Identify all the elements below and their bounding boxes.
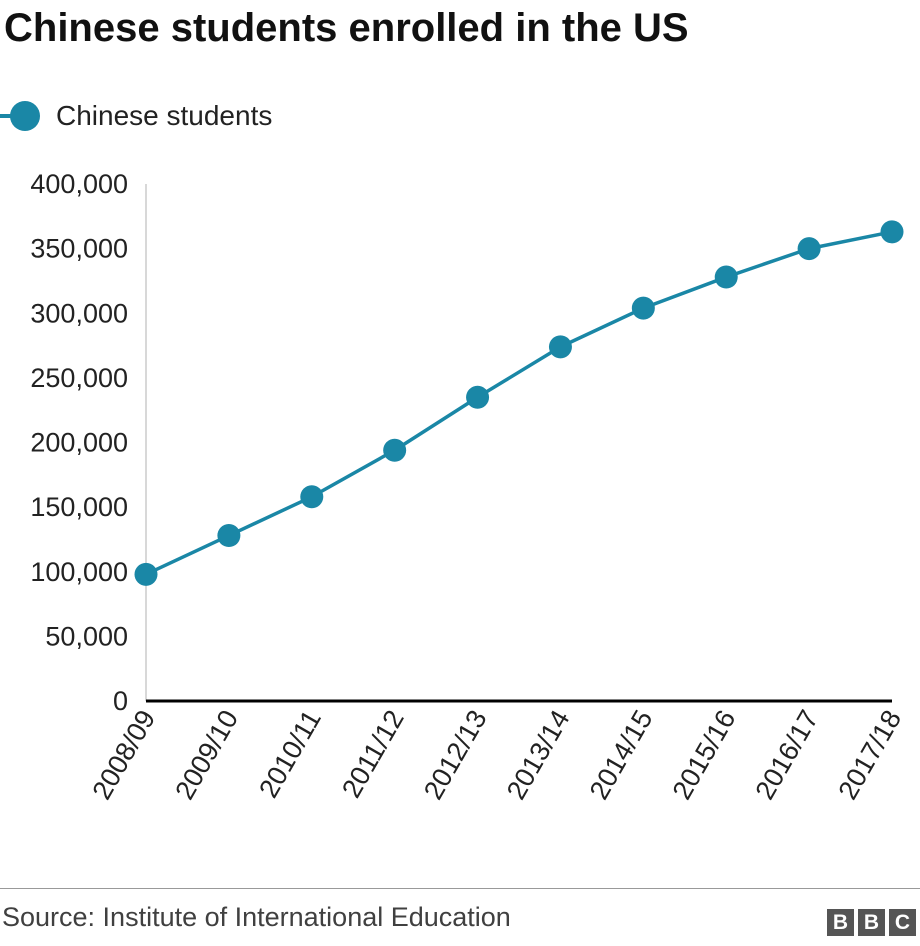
footer-divider — [0, 888, 920, 889]
x-tick-label: 2009/10 — [169, 705, 244, 805]
x-tick-label: 2008/09 — [86, 705, 161, 805]
x-tick-label: 2012/13 — [418, 705, 493, 805]
y-tick-label: 150,000 — [30, 492, 128, 522]
y-tick-label: 250,000 — [30, 363, 128, 393]
legend-label: Chinese students — [56, 100, 273, 131]
x-tick-label: 2016/17 — [750, 705, 825, 805]
data-point — [548, 335, 572, 359]
bbc-logo-letter: B — [827, 909, 854, 936]
legend-marker — [0, 96, 40, 136]
source-note: Source: Institute of International Educa… — [2, 902, 511, 932]
chart-title: Chinese students enrolled in the US — [4, 6, 689, 50]
bbc-logo-letter: B — [858, 909, 885, 936]
data-point — [714, 265, 738, 289]
data-point — [217, 524, 241, 548]
y-tick-label: 50,000 — [45, 621, 128, 651]
line-chart: 0 50,000 100,000 150,000 200,000 250,000 300,0… — [30, 169, 907, 805]
data-point — [466, 385, 490, 409]
x-tick-label: 2013/14 — [501, 705, 576, 805]
x-tick-label: 2010/11 — [253, 705, 327, 803]
y-tick-label: 100,000 — [30, 557, 128, 587]
y-tick-label: 400,000 — [30, 169, 128, 199]
x-tick-label: 2017/18 — [832, 705, 907, 805]
data-point — [797, 237, 821, 261]
legend-dot — [10, 101, 40, 131]
y-tick-label: 350,000 — [30, 234, 128, 264]
x-tick-label: 2011/12 — [336, 705, 410, 803]
y-tick-label: 300,000 — [30, 298, 128, 328]
data-point — [880, 220, 904, 244]
data-point — [631, 296, 655, 320]
bbc-logo-letter: C — [889, 909, 916, 936]
data-point — [300, 485, 324, 509]
data-point — [134, 562, 158, 586]
y-tick-label: 200,000 — [30, 428, 128, 458]
x-tick-label: 2015/16 — [667, 705, 742, 805]
bbc-logo: B B C — [823, 909, 916, 936]
x-tick-label: 2014/15 — [584, 705, 659, 805]
series-line — [145, 230, 893, 576]
data-point — [383, 438, 407, 462]
legend: Chinese students — [0, 96, 272, 136]
y-tick-label: 0 — [113, 686, 128, 716]
